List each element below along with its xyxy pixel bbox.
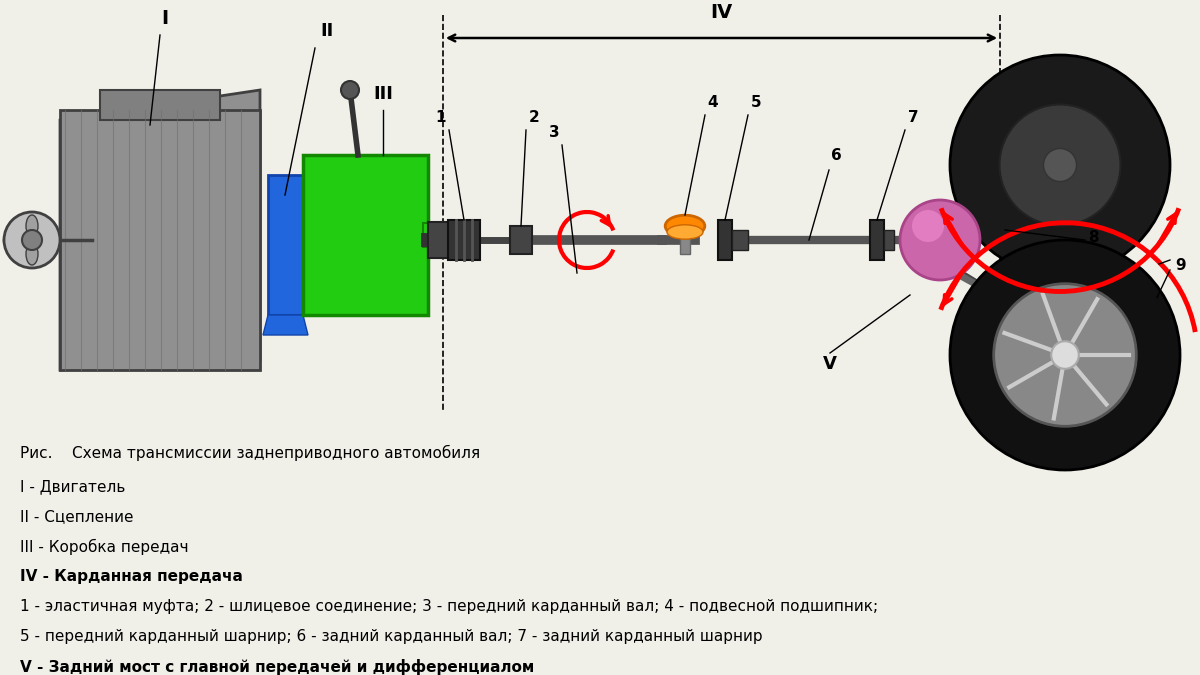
Ellipse shape [667, 225, 703, 239]
Circle shape [912, 210, 944, 242]
Text: 1 - эластичная муфта; 2 - шлицевое соединение; 3 - передний карданный вал; 4 - п: 1 - эластичная муфта; 2 - шлицевое соеди… [20, 599, 878, 614]
Bar [60, 110, 260, 370]
Circle shape [950, 240, 1180, 470]
Bar [428, 222, 451, 258]
Circle shape [1000, 105, 1121, 225]
Text: 1: 1 [436, 110, 446, 125]
Text: I - Двигатель: I - Двигатель [20, 479, 125, 494]
Bar [870, 220, 884, 260]
Bar [680, 226, 690, 254]
Circle shape [4, 212, 60, 268]
Text: III: III [373, 85, 392, 103]
Bar [510, 226, 532, 254]
Text: 4: 4 [707, 95, 718, 110]
Text: 3: 3 [550, 125, 560, 140]
Circle shape [994, 284, 1136, 427]
Ellipse shape [26, 243, 38, 265]
Polygon shape [263, 315, 308, 335]
Bar [448, 220, 480, 260]
Text: III - Коробка передач: III - Коробка передач [20, 539, 188, 555]
Ellipse shape [26, 215, 38, 237]
Text: IV: IV [710, 3, 732, 22]
Text: II - Сцепление: II - Сцепление [20, 509, 133, 524]
Text: 9: 9 [1175, 257, 1186, 273]
Circle shape [950, 55, 1170, 275]
Text: 6: 6 [830, 148, 841, 163]
Text: Рис.    Схема трансмиссии заднеприводного автомобиля: Рис. Схема трансмиссии заднеприводного а… [20, 445, 480, 461]
Text: 5 - передний карданный шарнир; 6 - задний карданный вал; 7 - задний карданный ша: 5 - передний карданный шарнир; 6 - задни… [20, 629, 763, 644]
Bar [302, 155, 428, 315]
Bar [732, 230, 748, 250]
Text: 5: 5 [751, 95, 762, 110]
Bar [884, 230, 894, 250]
Text: V - Задний мост с главной передачей и дифференциалом: V - Задний мост с главной передачей и ди… [20, 659, 534, 675]
Bar [100, 90, 220, 120]
Circle shape [22, 230, 42, 250]
Polygon shape [60, 90, 260, 370]
Circle shape [1044, 148, 1076, 182]
Bar [424, 223, 443, 247]
Text: II: II [320, 22, 334, 40]
Text: 2: 2 [529, 110, 540, 125]
Ellipse shape [665, 215, 704, 237]
Text: IV - Карданная передача: IV - Карданная передача [20, 569, 242, 584]
Text: I: I [162, 9, 168, 28]
Bar [268, 175, 302, 315]
Text: V: V [823, 355, 836, 373]
Text: 7: 7 [908, 110, 919, 125]
Text: 8: 8 [1088, 230, 1099, 244]
Bar [718, 220, 732, 260]
Circle shape [1051, 341, 1079, 369]
Circle shape [900, 200, 980, 280]
Circle shape [341, 81, 359, 99]
